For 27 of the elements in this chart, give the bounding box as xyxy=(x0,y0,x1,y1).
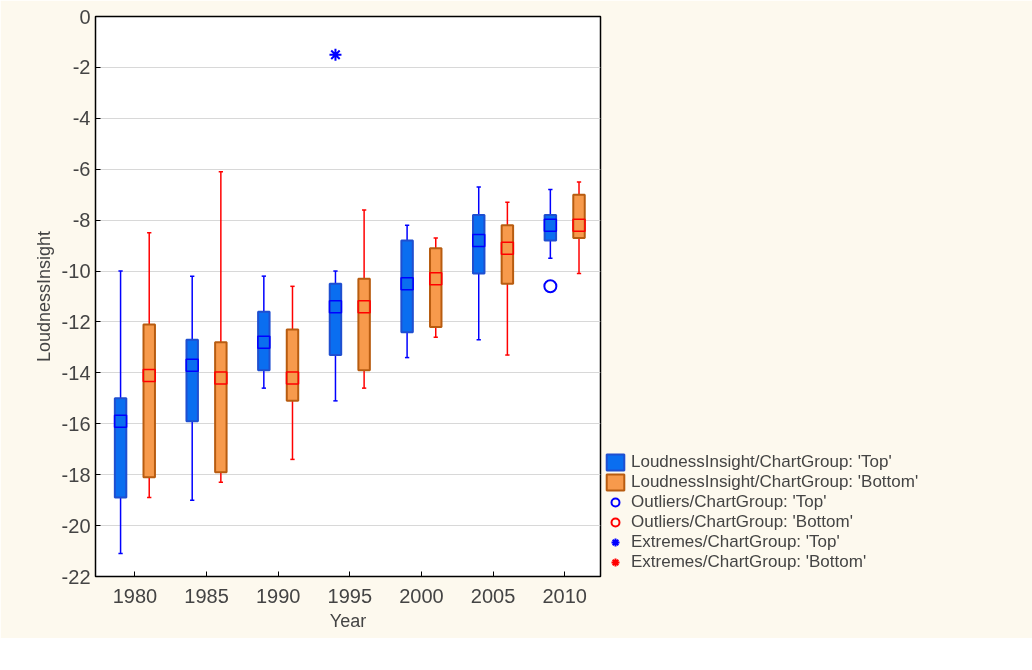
legend-label: Extremes/ChartGroup: 'Top' xyxy=(631,532,840,552)
y-axis-title: LoudnessInsight xyxy=(33,230,54,363)
y-tick-label: -12 xyxy=(61,310,91,333)
y-tick-label: -20 xyxy=(61,514,91,537)
legend-label: Outliers/ChartGroup: 'Top' xyxy=(631,492,827,512)
legend-label: LoudnessInsight/ChartGroup: 'Bottom' xyxy=(631,472,919,492)
x-tick-label: 2000 xyxy=(399,584,444,607)
x-tick-label: 1995 xyxy=(327,584,373,607)
y-tick-label: -2 xyxy=(72,56,91,79)
y-tick-label: -14 xyxy=(61,361,91,384)
y-tick-label: -8 xyxy=(72,209,91,232)
y-tick-label: 0 xyxy=(79,5,91,28)
y-tick-label: -4 xyxy=(72,107,91,130)
y-tick-label: -18 xyxy=(61,463,91,486)
x-tick-label: 1990 xyxy=(255,584,301,607)
x-axis-title: Year xyxy=(329,610,367,631)
y-tick-label: -22 xyxy=(61,565,91,588)
x-tick-label: 2010 xyxy=(542,584,587,607)
y-tick-label: -10 xyxy=(61,260,91,283)
legend-label: Outliers/ChartGroup: 'Bottom' xyxy=(631,512,853,532)
y-tick-label: -6 xyxy=(72,158,91,181)
legend-label: Extremes/ChartGroup: 'Bottom' xyxy=(631,552,867,572)
x-tick-label: 1980 xyxy=(112,584,158,607)
legend-label: LoudnessInsight/ChartGroup: 'Top' xyxy=(631,452,892,472)
y-tick-label: -16 xyxy=(61,412,91,435)
x-tick-label: 1985 xyxy=(184,584,229,607)
x-tick-label: 2005 xyxy=(470,584,516,607)
